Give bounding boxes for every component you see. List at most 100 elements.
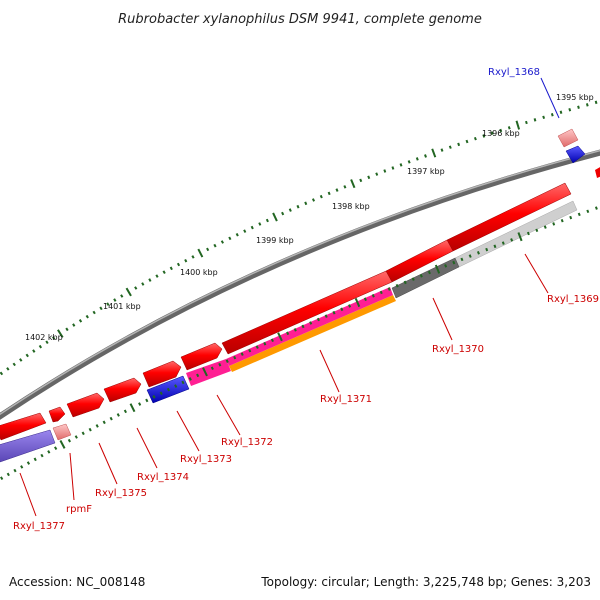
inner-ruler-tick (88, 427, 92, 432)
ruler-tick (228, 236, 232, 241)
gene-label-rxyl-1368[interactable]: Rxyl_1368 (488, 67, 540, 78)
ruler-tick (106, 302, 110, 307)
inner-ruler-tick (387, 287, 391, 291)
leader-rxyl-1369 (524, 253, 549, 294)
gene-arrow-rxyl-1368[interactable] (565, 145, 586, 164)
gene-arrow-rxyl-1375[interactable] (66, 392, 105, 418)
ruler-tick (243, 229, 247, 233)
ruler-tick (465, 139, 469, 144)
inner-ruler-major-tick (517, 232, 523, 242)
gene-arrow-rxyl-1372[interactable] (180, 342, 223, 371)
inner-ruler-tick (485, 247, 489, 252)
ruler-tick (213, 243, 217, 248)
inner-ruler-tick (47, 450, 51, 454)
forward-features (0, 167, 600, 441)
leader-rxyl-1375 (98, 442, 118, 485)
ruler-tick (169, 266, 173, 271)
inner-ruler-tick (560, 218, 564, 223)
ruler-tick (134, 286, 138, 290)
inner-ruler-tick (40, 453, 44, 458)
ruler-label-1400: 1400 kbp (180, 268, 218, 277)
inner-ruler-tick (363, 297, 367, 301)
ruler-label-1397: 1397 kbp (407, 167, 445, 176)
genome-backbone-highlight (0, 149, 600, 416)
inner-ruler-tick (263, 341, 267, 346)
inner-ruler-tick (218, 362, 222, 367)
gene-arrow-rxyl-1371[interactable] (221, 270, 393, 355)
ruler-tick (99, 306, 103, 311)
inner-ruler-tick (535, 228, 539, 233)
inner-ruler-tick (301, 324, 305, 329)
ruler-label-1399: 1399 kbp (256, 236, 294, 245)
inner-ruler-tick (210, 366, 214, 371)
inner-ruler-tick (225, 359, 229, 364)
ruler-tick (184, 258, 188, 263)
inner-ruler-major-tick (129, 403, 136, 413)
category-bar-rxyl-1370 (391, 257, 460, 299)
gene-label-rxyl-1373[interactable]: Rxyl_1373 (180, 454, 232, 465)
ruler-tick (399, 163, 403, 167)
inner-ruler-tick (501, 241, 505, 245)
inner-ruler-track (0, 206, 598, 480)
inner-ruler-tick (379, 290, 383, 295)
inner-ruler-tick (316, 317, 320, 322)
inner-ruler-tick (270, 338, 274, 343)
ruler-tick (235, 232, 239, 237)
inner-ruler-tick (552, 222, 556, 226)
ruler-tick (65, 327, 69, 332)
ruler-tick (542, 115, 546, 120)
inner-ruler-tick (123, 409, 127, 414)
inner-ruler-tick (188, 377, 192, 381)
category-bar-rxyl-1371 (226, 287, 393, 366)
inner-ruler-tick (13, 468, 17, 473)
inner-ruler-tick (348, 304, 352, 308)
gene-label-rxyl-1370[interactable]: Rxyl_1370 (432, 344, 484, 355)
inner-ruler-tick (586, 209, 590, 214)
ruler-major-tick (57, 329, 64, 338)
ruler-tick (45, 340, 49, 345)
inner-ruler-tick (248, 348, 252, 353)
inner-ruler-tick (74, 435, 78, 439)
gene-label-rxyl-1374[interactable]: Rxyl_1374 (137, 472, 189, 483)
inner-ruler-tick (181, 380, 185, 385)
inner-ruler-tick (6, 472, 10, 477)
inner-ruler-tick (476, 251, 480, 255)
gene-label-rxyl-1375[interactable]: Rxyl_1375 (95, 488, 147, 499)
inner-ruler-tick (403, 280, 407, 285)
inner-ruler-major-tick (59, 440, 66, 449)
inner-ruler-tick (293, 328, 297, 332)
inner-ruler-tick (493, 244, 497, 249)
ruler-tick (327, 191, 331, 196)
gene-label-rpmf[interactable]: rpmF (66, 504, 92, 515)
ruler-tick (0, 371, 4, 376)
ruler-tick (499, 128, 503, 133)
ruler-label-1398: 1398 kbp (332, 202, 370, 211)
gene-arrow-rxyl-1368-pink[interactable] (557, 128, 579, 148)
inner-ruler-major-tick (434, 264, 441, 274)
gene-label-rxyl-1371[interactable]: Rxyl_1371 (320, 394, 372, 405)
ruler-tick (281, 211, 285, 216)
gene-arrow-rxyl-1377[interactable] (0, 412, 47, 441)
ruler-major-tick (272, 212, 278, 222)
gene-arrow-rxyl-1374[interactable] (103, 377, 142, 403)
gene-arrow-rxyl-1373[interactable] (142, 360, 182, 388)
ruler-tick (250, 225, 254, 230)
gene-label-rxyl-1369[interactable]: Rxyl_1369 (547, 294, 599, 305)
inner-ruler-tick (240, 352, 244, 356)
gene-arrow-rpmf[interactable] (48, 406, 66, 423)
ruler-tick (258, 222, 262, 226)
ruler-tick (375, 172, 379, 176)
leader-rxyl-1368 (540, 77, 560, 119)
inner-ruler-tick (594, 206, 598, 210)
inner-ruler-tick (460, 257, 464, 262)
gene-label-rxyl-1377[interactable]: Rxyl_1377 (13, 521, 65, 532)
ruler-label-1395: 1395 kbp (556, 93, 594, 102)
inner-ruler-tick (159, 391, 163, 396)
ruler-tick (6, 367, 10, 371)
inner-ruler-major-tick (354, 298, 361, 308)
inner-ruler-tick (569, 215, 573, 220)
gene-label-rxyl-1372[interactable]: Rxyl_1372 (221, 437, 273, 448)
inner-ruler-tick (371, 294, 375, 298)
ruler-tick (92, 310, 96, 315)
genome-backbone (0, 149, 600, 420)
